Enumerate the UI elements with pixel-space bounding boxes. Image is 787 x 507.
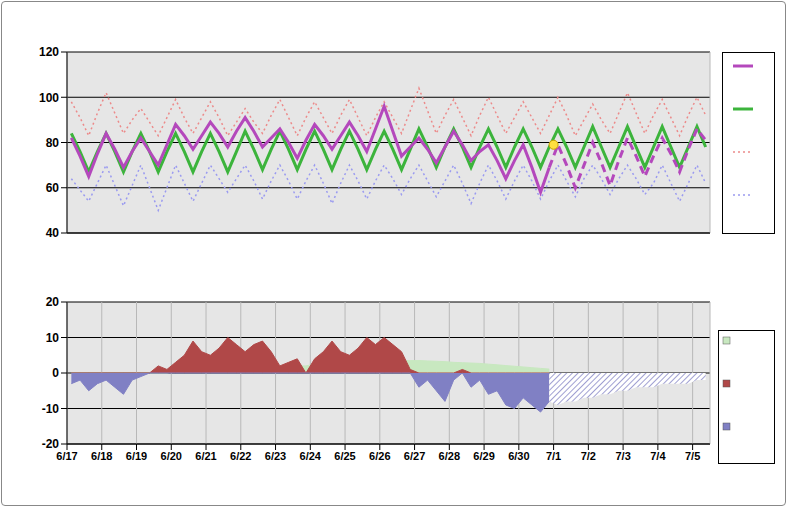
svg-text:6/29: 6/29: [473, 450, 494, 462]
svg-text:20: 20: [46, 295, 60, 309]
svg-text:100: 100: [39, 91, 59, 105]
svg-text:6/30: 6/30: [508, 450, 529, 462]
svg-text:6/22: 6/22: [230, 450, 251, 462]
svg-text:7/5: 7/5: [685, 450, 700, 462]
svg-text:6/28: 6/28: [439, 450, 460, 462]
svg-text:6/27: 6/27: [404, 450, 425, 462]
svg-text:10: 10: [46, 331, 60, 345]
svg-text:6/25: 6/25: [334, 450, 355, 462]
svg-text:6/26: 6/26: [369, 450, 390, 462]
svg-text:-10: -10: [42, 402, 60, 416]
svg-text:7/4: 7/4: [650, 450, 666, 462]
svg-text:6/19: 6/19: [126, 450, 147, 462]
svg-text:-20: -20: [42, 437, 60, 451]
svg-text:6/21: 6/21: [195, 450, 216, 462]
svg-text:7/3: 7/3: [615, 450, 630, 462]
svg-text:7/1: 7/1: [546, 450, 561, 462]
svg-text:6/23: 6/23: [265, 450, 286, 462]
svg-text:0: 0: [52, 366, 59, 380]
svg-text:6/20: 6/20: [161, 450, 182, 462]
svg-text:80: 80: [46, 136, 60, 150]
svg-text:6/18: 6/18: [91, 450, 112, 462]
svg-text:60: 60: [46, 181, 60, 195]
svg-text:7/2: 7/2: [581, 450, 596, 462]
svg-text:40: 40: [46, 226, 60, 240]
svg-text:120: 120: [39, 45, 59, 59]
svg-text:6/24: 6/24: [300, 450, 322, 462]
svg-text:6/17: 6/17: [56, 450, 77, 462]
